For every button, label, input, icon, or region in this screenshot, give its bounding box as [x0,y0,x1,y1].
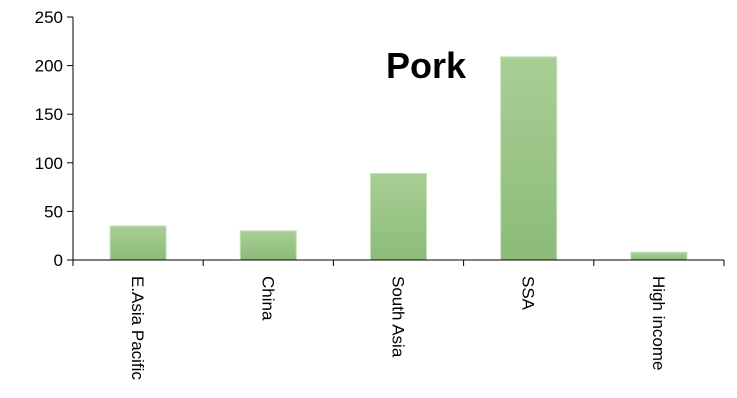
y-tick-label: 0 [54,251,63,270]
chart-title: Pork [386,45,467,86]
bars [109,56,688,261]
bar [239,230,297,261]
y-tick-label: 250 [35,8,63,27]
bar [370,172,427,261]
y-tick-label: 200 [35,57,63,76]
bar [630,251,688,261]
bar [109,225,167,261]
x-category-label: South Asia [389,276,408,358]
x-axis: E.Asia Pacific China South Asia SSA High inc… [72,259,725,380]
y-axis: 0 50 100 150 200 250 [35,8,74,270]
bar [500,56,558,261]
x-category-label: China [258,276,277,321]
x-category-label: SSA [519,276,538,311]
x-category-label: E.Asia Pacific [128,276,147,380]
y-tick-label: 100 [35,154,63,173]
x-category-label: High income [649,276,668,371]
y-tick-label: 50 [44,202,63,221]
y-tick-label: 150 [35,105,63,124]
